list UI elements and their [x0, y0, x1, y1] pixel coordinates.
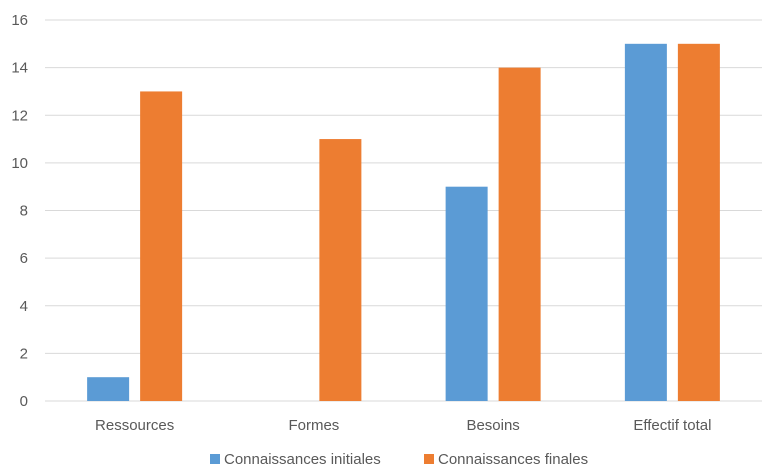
legend-label: Connaissances finales	[438, 451, 588, 468]
x-category-label: Formes	[288, 417, 339, 434]
bar-final-3	[677, 43, 720, 401]
y-tick-label: 0	[20, 393, 28, 410]
x-category-label: Besoins	[466, 417, 519, 434]
y-tick-label: 14	[11, 60, 28, 77]
y-tick-label: 2	[20, 345, 28, 362]
y-tick-label: 4	[20, 298, 28, 315]
bar-initial-2	[445, 186, 488, 401]
legend-swatch	[210, 454, 220, 464]
bars	[87, 43, 720, 401]
y-tick-label: 10	[11, 155, 28, 172]
legend-swatch	[424, 454, 434, 464]
bar-initial-0	[87, 377, 130, 401]
bar-final-0	[140, 91, 183, 401]
y-tick-label: 16	[11, 12, 28, 29]
legend: Connaissances initiales Connaissances fin…	[210, 451, 588, 468]
x-category-label: Effectif total	[633, 417, 711, 434]
legend-label: Connaissances initiales	[224, 451, 381, 468]
x-axis-categories: Ressources Formes Besoins Effectif total	[95, 417, 711, 434]
x-category-label: Ressources	[95, 417, 174, 434]
bar-initial-3	[624, 43, 667, 401]
bar-final-1	[319, 139, 362, 401]
bar-final-2	[498, 67, 541, 401]
y-axis-ticks: 0 2 4 6 8 10 12 14 16	[11, 12, 28, 410]
y-tick-label: 8	[20, 203, 28, 220]
y-tick-label: 12	[11, 107, 28, 124]
y-tick-label: 6	[20, 250, 28, 267]
